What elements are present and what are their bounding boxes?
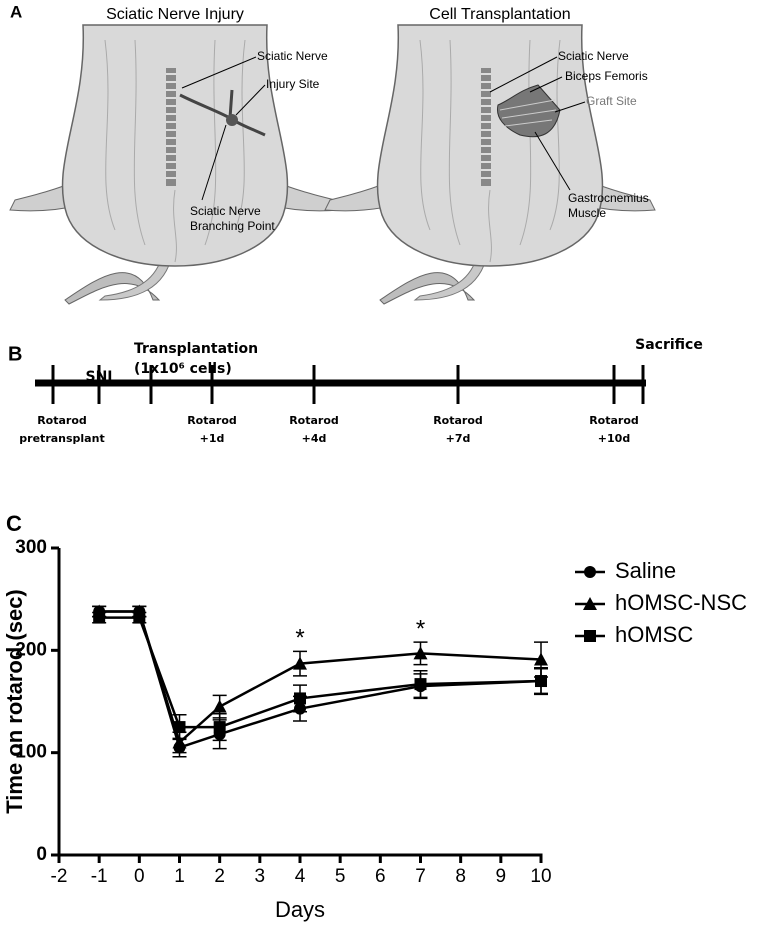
legend-label: Saline [615,558,676,583]
panel-b: B SNI Transplantation (1x10⁶ cells) Sacr… [8,337,703,387]
label: Branching Point [190,219,275,233]
rat-illustration [324,24,656,305]
event-label: Transplantation [134,341,258,357]
x-tick-label: 8 [455,866,466,887]
illustration-title: Sciatic Nerve Injury [106,6,244,23]
label: Graft Site [586,94,637,108]
x-tick-label: 1 [174,866,185,887]
label: Muscle [568,206,606,220]
x-tick-label: 4 [295,866,306,887]
event-label: (1x10⁶ cells) [134,361,232,377]
marker [294,692,306,705]
panel-letter: A [10,2,22,21]
marker [534,652,548,666]
y-axis-label: Time on rotarod (sec) [2,589,27,814]
y-tick-label: 100 [15,742,47,763]
panel-letter: C [6,511,22,536]
rotarod-label: +1d [200,432,225,445]
rotarod-label: +4d [302,432,327,445]
marker [414,678,427,691]
marker [212,699,227,713]
label: Injury Site [266,77,320,91]
x-tick-label: 0 [134,866,145,887]
x-tick-label: 6 [375,866,386,887]
label: Sciatic Nerve [257,49,328,63]
rotarod-label: +10d [598,432,630,445]
annotation: * [295,625,304,652]
y-tick-label: 300 [15,537,47,558]
marker [93,611,106,624]
rotarod-label: Rotarod [433,414,483,427]
x-axis-label: Days [275,897,325,922]
leader-lines [181,56,586,201]
x-tick-label: 10 [530,866,551,887]
rat-illustration [9,24,341,305]
series-line [99,616,542,729]
label: Gastrocnemius [568,191,649,205]
rotarod-label: Rotarod [289,414,339,427]
marker [293,656,307,670]
x-tick-label: 3 [255,866,266,887]
illustration-title: Cell Transplantation [429,6,570,23]
y-tick-label: 200 [15,639,47,660]
y-tick-label: 0 [36,844,47,865]
x-tick-label: 9 [496,866,507,887]
rotarod-label: +7d [446,432,471,445]
x-tick-label: -2 [51,866,68,887]
marker [583,597,597,610]
marker [173,721,186,734]
rotarod-label: Rotarod [589,414,639,427]
x-tick-label: -1 [91,866,108,887]
marker [172,735,187,749]
marker [213,721,226,734]
marker [133,611,146,624]
x-tick-label: 5 [335,866,346,887]
series-line [99,610,542,750]
legend-label: hOMSC [615,622,693,647]
x-tick-label: 7 [415,866,426,887]
rotarod-label: Rotarod [187,414,237,427]
event-label: Sacrifice [635,337,703,353]
marker [535,675,547,688]
legend-label: hOMSC-NSC [615,590,747,615]
rotarod-label: pretransplant [19,432,104,445]
marker [413,646,428,660]
injury-site [226,114,238,126]
label: Sciatic Nerve [190,204,261,218]
graft-fibers [499,99,557,127]
label: Sciatic Nerve [558,49,629,63]
x-tick-label: 2 [214,866,225,887]
annotation: * [416,615,425,642]
label: Biceps Femoris [565,69,648,83]
panel-letter: B [8,343,22,365]
series-line [99,610,542,745]
graft [496,84,561,138]
marker [584,566,596,578]
panel-a: A Sciatic Nerve Injury Cell Transplantat… [9,2,656,305]
marker [584,630,596,642]
rotarod-label: Rotarod [37,414,87,427]
